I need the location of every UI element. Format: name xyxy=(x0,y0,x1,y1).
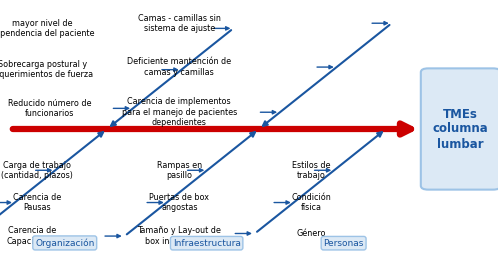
Text: Carga de trabajo
(cantidad, plazos): Carga de trabajo (cantidad, plazos) xyxy=(1,160,73,180)
Text: Puertas de box
angostas: Puertas de box angostas xyxy=(149,193,209,212)
Text: Carencia de
Pausas: Carencia de Pausas xyxy=(13,193,61,212)
Text: Infraestructura: Infraestructura xyxy=(173,239,241,248)
Text: mayor nivel de
dependencia del paciente: mayor nivel de dependencia del paciente xyxy=(0,19,95,38)
Text: Camas - camillas sin
sistema de ajuste: Camas - camillas sin sistema de ajuste xyxy=(138,13,221,33)
Text: TMEs
columna
lumbar: TMEs columna lumbar xyxy=(433,108,489,150)
Text: Rampas en
pasillo: Rampas en pasillo xyxy=(157,160,202,180)
FancyBboxPatch shape xyxy=(421,68,498,190)
Text: Condición
física: Condición física xyxy=(291,193,331,212)
Text: Carencia de implementos
para el manejo de pacientes
dependientes: Carencia de implementos para el manejo d… xyxy=(122,97,237,127)
Text: Reducido número de
funcionarios: Reducido número de funcionarios xyxy=(8,99,92,118)
Text: Sobrecarga postural y
requerimientos de fuerza: Sobrecarga postural y requerimientos de … xyxy=(0,60,94,79)
Text: Tamaño y Lay-out de
box inadecuados: Tamaño y Lay-out de box inadecuados xyxy=(137,226,221,246)
Text: Deficiente mantención de
camas y camillas: Deficiente mantención de camas y camilla… xyxy=(127,57,232,77)
Text: Género: Género xyxy=(296,229,326,238)
Text: Organización: Organización xyxy=(35,238,95,248)
Text: Estilos de
trabajo: Estilos de trabajo xyxy=(292,160,331,180)
Text: Personas: Personas xyxy=(323,239,364,248)
Text: Carencia de
Capacitación: Carencia de Capacitación xyxy=(6,226,59,246)
